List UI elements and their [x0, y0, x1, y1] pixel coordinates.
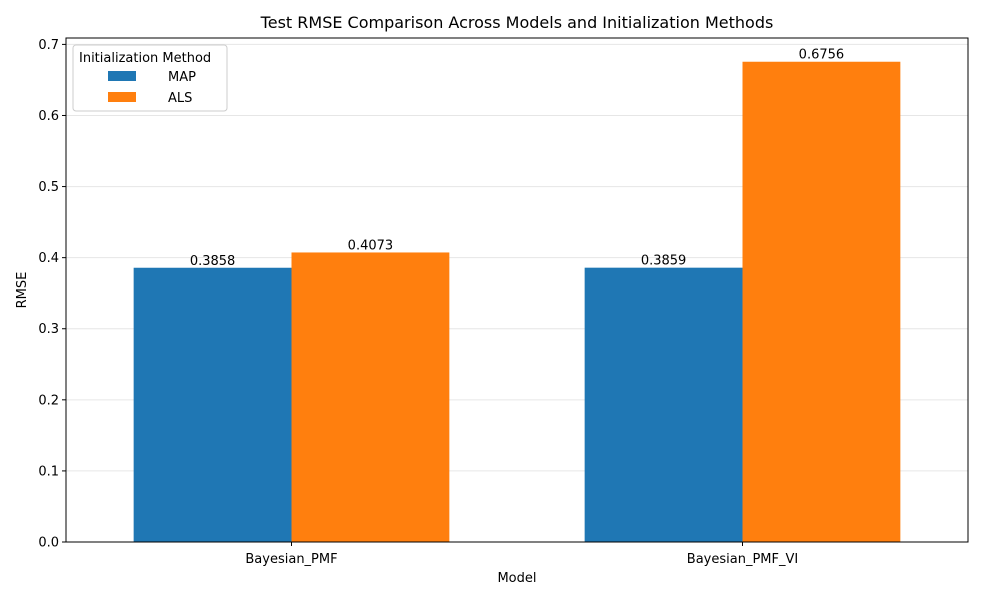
y-tick-label: 0.1	[38, 464, 59, 479]
bar-als	[742, 61, 901, 542]
x-axis: Bayesian_PMF Bayesian_PMF_VI	[245, 542, 798, 567]
y-axis: 0.0 0.1 0.2 0.3 0.4 0.5 0.6 0.7	[38, 38, 66, 551]
y-tick-label: 0.0	[38, 536, 59, 551]
y-tick-label: 0.4	[38, 251, 59, 266]
legend-swatch-als	[108, 92, 136, 102]
legend-label-als: ALS	[168, 91, 192, 106]
bar-als	[291, 252, 450, 543]
plot-frame	[65, 37, 969, 543]
bar-value-label: 0.4073	[348, 238, 394, 253]
y-axis-label: RMSE	[15, 272, 30, 309]
y-tick-label: 0.6	[38, 109, 59, 124]
bar-map	[584, 267, 743, 542]
bar-map	[133, 267, 292, 542]
y-tick-label: 0.2	[38, 393, 59, 408]
legend-swatch-map	[108, 71, 136, 81]
bar-value-label: 0.3859	[641, 254, 687, 269]
x-axis-label: Model	[497, 571, 536, 586]
y-tick-label: 0.7	[38, 38, 59, 53]
y-tick-label: 0.5	[38, 180, 59, 195]
data-labels: 0.3858 0.4073 0.3859 0.6756	[190, 48, 844, 269]
legend: Initialization Method MAP ALS	[72, 44, 228, 112]
bar-value-label: 0.3858	[190, 254, 236, 269]
x-tick-label: Bayesian_PMF	[245, 552, 337, 567]
legend-label-map: MAP	[168, 70, 196, 85]
bars	[133, 61, 901, 543]
x-tick-label: Bayesian_PMF_VI	[687, 552, 798, 567]
legend-items: MAP ALS	[108, 70, 196, 106]
bar-value-label: 0.6756	[799, 48, 845, 63]
legend-title: Initialization Method	[79, 51, 211, 66]
y-tick-label: 0.3	[38, 322, 59, 337]
chart-title: Test RMSE Comparison Across Models and I…	[260, 13, 774, 32]
